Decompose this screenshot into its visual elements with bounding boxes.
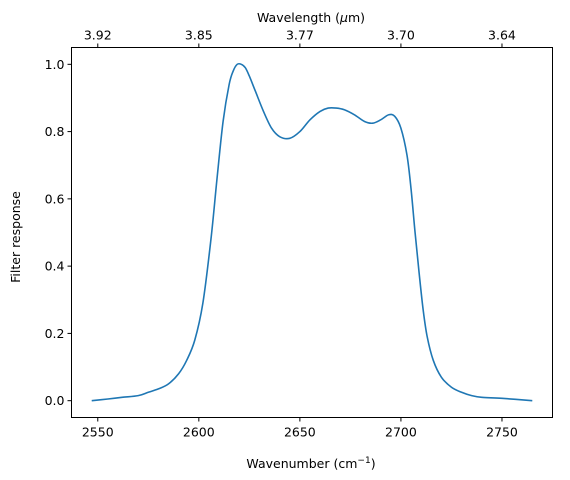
y-axis-label: Filter response	[8, 191, 23, 283]
top-tick-label: 3.64	[488, 28, 516, 43]
top-tick-label: 3.77	[286, 28, 314, 43]
series-line-0	[91, 62, 533, 402]
top-axis-label: Wavelength (μm)	[257, 10, 365, 25]
top-tick-label: 3.70	[387, 28, 415, 43]
y-tick-label: 0.4	[45, 259, 65, 274]
top-tick-label: 3.85	[185, 28, 213, 43]
axis-ticks: 2550 2600 2650 2700 2750 0.0 0.2 0.4 0.6 0.8 1.0 3.…	[45, 28, 518, 440]
plot-area	[91, 62, 533, 402]
y-tick-label: 0.2	[45, 326, 65, 341]
x-axis-label: Wavenumber (cm−1)	[246, 456, 375, 471]
plot-frame	[71, 47, 553, 418]
y-tick-label: 1.0	[45, 57, 65, 72]
top-tick-label: 3.92	[84, 28, 112, 43]
x-tick-label: 2700	[385, 425, 417, 440]
x-tick-label: 2600	[183, 425, 215, 440]
x-tick-label: 2550	[82, 425, 114, 440]
y-tick-label: 0.8	[45, 124, 65, 139]
y-tick-label: 0.0	[45, 393, 65, 408]
x-tick-label: 2650	[284, 425, 316, 440]
y-tick-label: 0.6	[45, 191, 65, 206]
x-tick-label: 2750	[486, 425, 518, 440]
